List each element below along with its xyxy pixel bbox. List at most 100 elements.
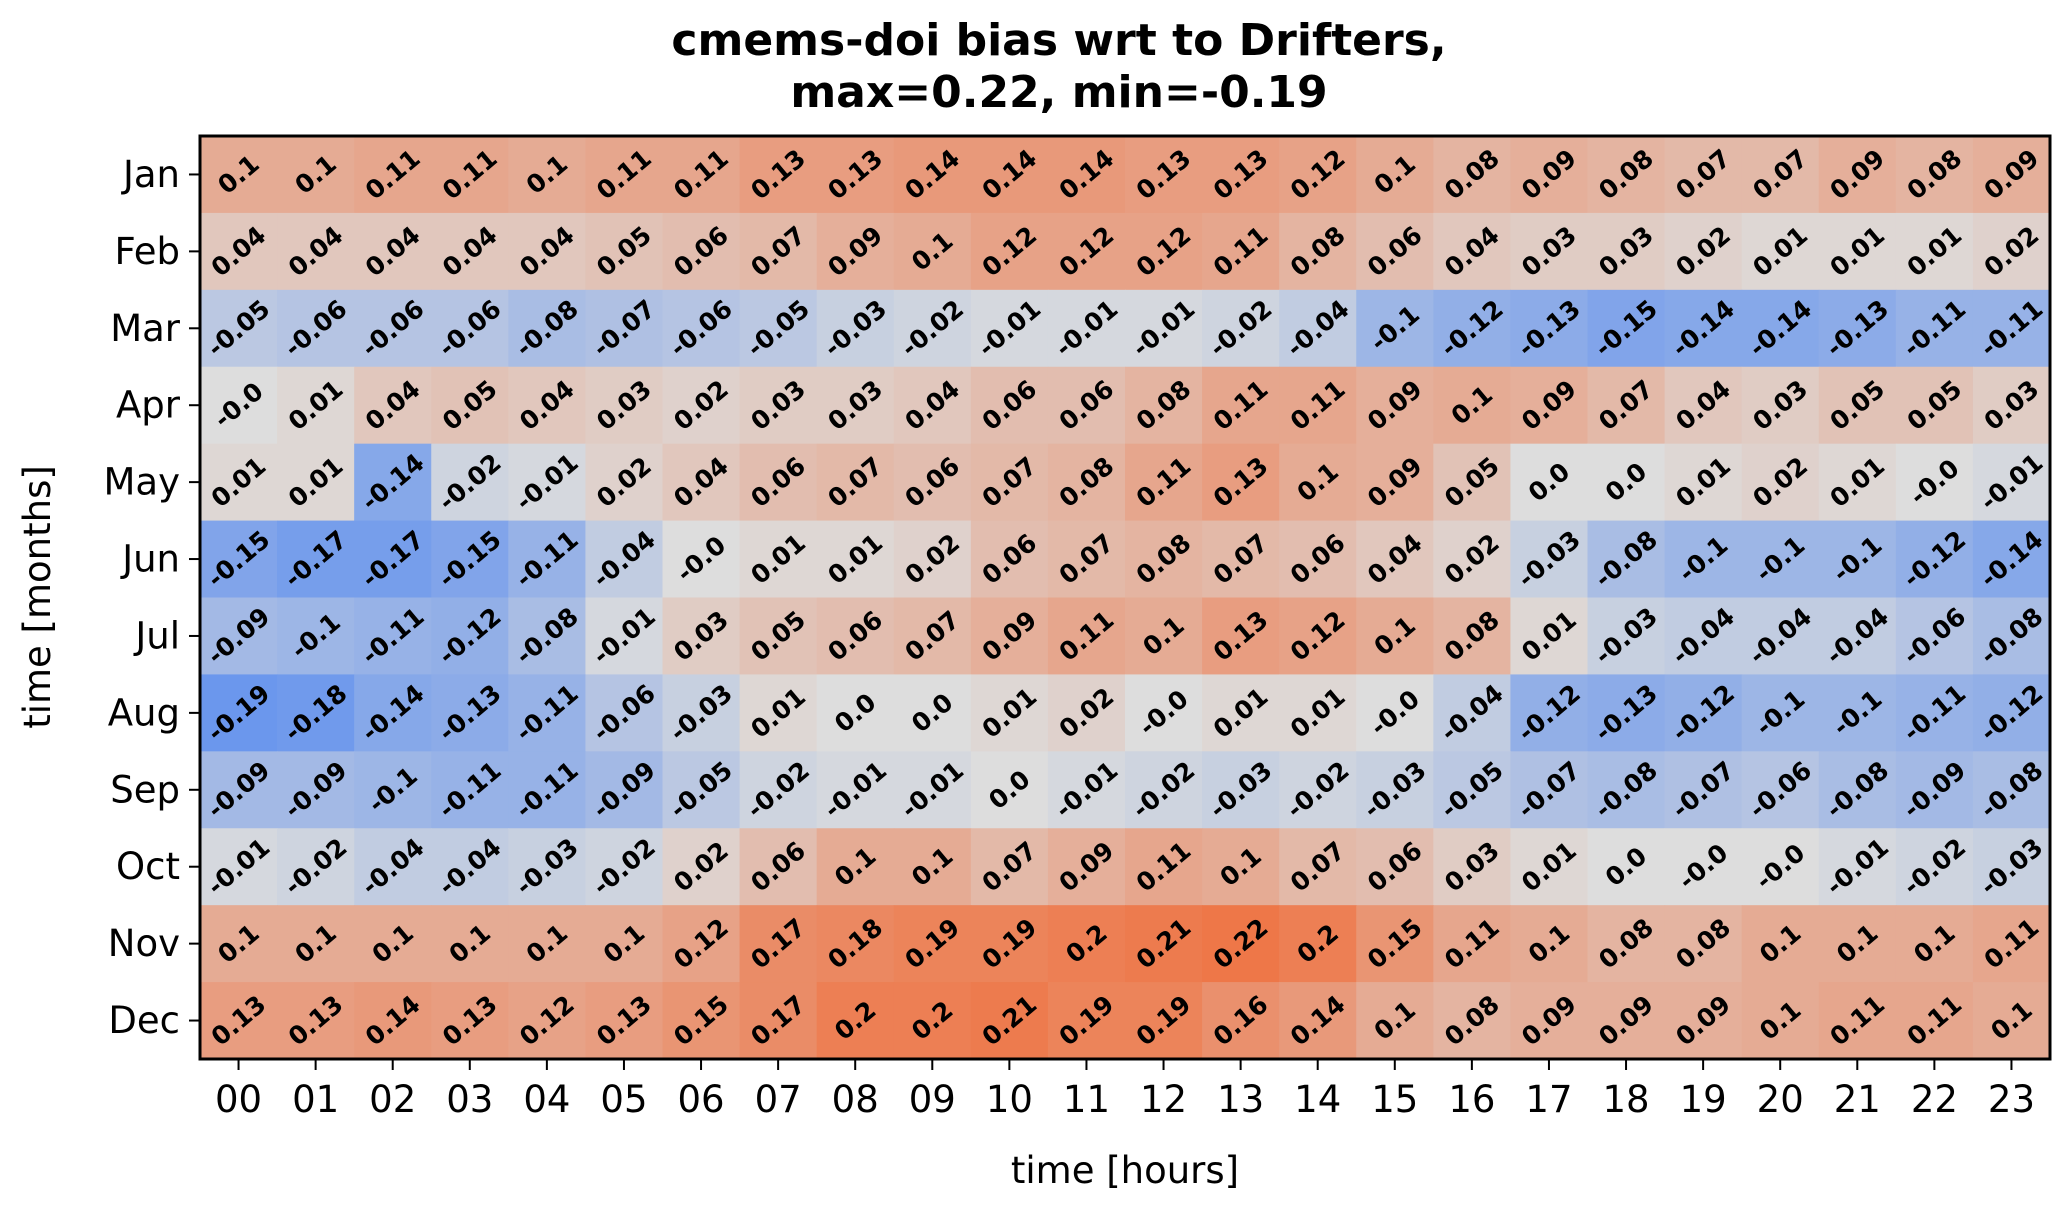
heatmap-cell [662,136,741,214]
heatmap-cell [1433,136,1512,214]
heatmap-cell [585,828,664,906]
x-tick-label: 04 [523,1078,570,1121]
heatmap-cell [816,982,895,1060]
heatmap-cell [354,751,432,829]
heatmap-cell [893,905,972,983]
heatmap-cell [1664,828,1743,906]
heatmap-cell [1741,136,1820,214]
heatmap-cell [1510,443,1589,522]
chart-title-line-2: max=0.22, min=-0.19 [790,67,1327,118]
x-tick-label: 13 [1217,1078,1264,1121]
heatmap-cell [1741,212,1820,291]
heatmap-cell [816,136,895,214]
heatmap-cell [816,366,895,445]
heatmap-cell [1279,751,1357,829]
x-tick-label: 22 [1911,1078,1958,1121]
heatmap-cell [200,443,278,522]
heatmap-cell [1664,136,1743,214]
heatmap-cell [662,366,741,445]
heatmap-cell [1433,982,1512,1060]
heatmap-cell [1279,136,1357,214]
heatmap-cell [1433,366,1512,445]
heatmap-cell [277,443,355,522]
heatmap-cell [739,443,818,522]
heatmap-cell [816,751,895,829]
heatmap-cell [1895,136,1974,214]
heatmap-cell [1818,212,1897,291]
heatmap-cell [1125,982,1203,1060]
heatmap-cell [1587,674,1666,752]
heatmap-cell [354,212,432,291]
heatmap-cell [739,905,818,983]
heatmap-cell [662,597,741,676]
heatmap-cell [1125,520,1203,599]
heatmap-cell [1510,289,1589,368]
x-axis-label: time [hours] [1011,1149,1239,1192]
heatmap-cell [431,212,509,291]
heatmap-cell [1741,366,1820,445]
heatmap-cell [1818,520,1897,599]
heatmap-cell [431,520,509,599]
heatmap-cell [508,289,587,368]
heatmap-cell [1356,905,1434,983]
heatmap-cell [200,212,278,291]
heatmap-cell [1818,982,1897,1060]
heatmap-cell [354,597,432,676]
heatmap-cell [1972,674,2051,752]
y-axis-label: time [months] [16,465,59,729]
heatmap-cell [893,982,972,1060]
heatmap-cell [1356,289,1434,368]
heatmap-cell [739,212,818,291]
heatmap-cell [1895,289,1974,368]
heatmap-cell [1972,289,2051,368]
heatmap-cell [739,982,818,1060]
y-tick-label: Dec [108,999,180,1042]
x-tick-label: 03 [446,1078,493,1121]
heatmap-cell [1433,674,1512,752]
heatmap-cell [508,520,587,599]
heatmap-cell [200,905,278,983]
heatmap-cell [200,751,278,829]
heatmap-cell [1356,212,1434,291]
heatmap-cell [893,212,972,291]
heatmap-cell [1433,828,1512,906]
heatmap-cell [1047,982,1126,1060]
heatmap-cell [585,212,664,291]
heatmap-cell [1818,289,1897,368]
heatmap-cell [508,905,587,983]
y-tick-label: May [104,461,181,504]
heatmap-cell [1047,674,1126,752]
heatmap-cell [277,212,355,291]
heatmap-cell [1125,674,1203,752]
heatmap-cell [1279,443,1357,522]
x-tick-label: 00 [215,1078,262,1121]
heatmap-cell [1279,520,1357,599]
heatmap-cell [1972,828,2051,906]
heatmap-cell [1510,136,1589,214]
heatmap-cell [585,751,664,829]
heatmap-cell [1202,828,1280,906]
heatmap-cell [1047,597,1126,676]
heatmap-cell [431,905,509,983]
heatmap-cell [1741,905,1820,983]
heatmap-cell [1587,443,1666,522]
heatmap-cell [1433,443,1512,522]
heatmap-cell [1664,982,1743,1060]
heatmap-cell [1587,597,1666,676]
heatmap-cell [1433,212,1512,291]
heatmap-cell [1279,597,1357,676]
heatmap-cell [816,289,895,368]
heatmap-cell [200,597,278,676]
heatmap-cell [200,520,278,599]
heatmap-cell [1047,520,1126,599]
heatmap-cell [1125,289,1203,368]
heatmap-cell [431,597,509,676]
heatmap-cell [662,520,741,599]
heatmap-cell [1587,905,1666,983]
heatmap-cell [1895,366,1974,445]
heatmap-cell [1741,443,1820,522]
heatmap-cell [1587,212,1666,291]
heatmap-cell [354,905,432,983]
x-tick-label: 09 [909,1078,956,1121]
y-tick-label: Apr [116,384,181,427]
